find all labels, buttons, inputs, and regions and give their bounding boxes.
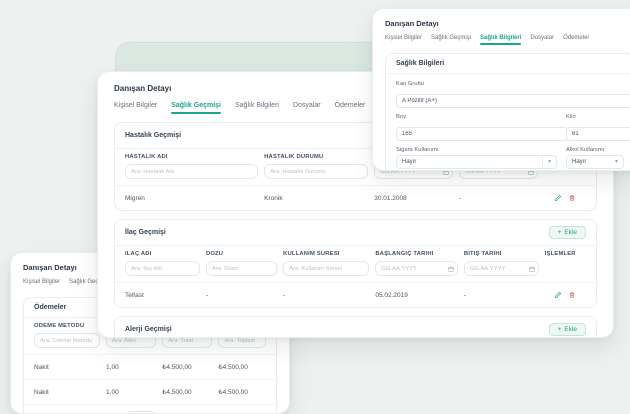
filter-end-date-input[interactable] — [464, 261, 539, 276]
add-medication-button[interactable]: + Ekle — [549, 226, 586, 239]
section-title: İlaç Geçmişi — [125, 229, 166, 236]
delete-icon[interactable] — [568, 194, 576, 202]
row-actions — [545, 291, 586, 299]
start-date-cell: 30.01.2008 — [374, 195, 453, 202]
panel-header: Alerji Geçmişi + Ekle — [115, 317, 596, 338]
disease-status-cell: Kronik — [264, 195, 368, 202]
column-header: DOZU — [206, 251, 277, 257]
column-header: HASTALIK ADI — [125, 154, 258, 160]
quantity-cell: 1,00 — [106, 364, 156, 371]
add-button-label: Ekle — [564, 326, 577, 333]
tab-saglik-gecmisi[interactable]: Sağlık Geçmişi — [431, 35, 471, 45]
height-field[interactable] — [396, 127, 569, 141]
tab-kisisel-bilgiler[interactable]: Kişisel Bilgiler — [114, 102, 157, 114]
page-title: Danışan Detayı — [385, 19, 630, 28]
tab-saglik-bilgileri[interactable]: Sağlık Bilgileri — [235, 102, 279, 114]
table-row[interactable]: Nakit 1,00 ₺4.500,00 ₺4.500,00 — [24, 354, 276, 379]
filter-payment-method-input[interactable] — [34, 333, 100, 348]
add-button-label: Ekle — [564, 229, 577, 236]
health-info-form: Kan Grubu Boy Kilo Sigara Kullanımı Hayı… — [386, 74, 630, 171]
alcohol-label: Alkol Kullanımı — [566, 147, 624, 153]
alcohol-select[interactable]: Hayır ▾ — [566, 155, 624, 169]
filter-disease-name-input[interactable] — [125, 164, 258, 179]
blood-type-label: Kan Grubu — [396, 81, 624, 87]
filter-medication-name-input[interactable] — [125, 261, 200, 276]
panel-header: İlaç Geçmişi + Ekle — [115, 220, 596, 246]
health-info-card: Danışan Detayı Kişisel Bilgiler Sağlık G… — [372, 8, 630, 171]
start-date-cell: 05.02.2019 — [375, 292, 457, 299]
filter-usage-duration-input[interactable] — [283, 261, 369, 276]
total-cell: ₺4.500,00 — [218, 388, 266, 396]
dose-cell: - — [206, 292, 277, 299]
blood-type-field[interactable] — [396, 94, 630, 108]
table-row[interactable]: Telfast - - 05.02.2019 - — [115, 282, 596, 307]
plus-icon: + — [558, 326, 562, 333]
filter-start-date-input[interactable] — [375, 261, 457, 276]
add-allergy-button[interactable]: + Ekle — [549, 323, 586, 336]
delete-icon[interactable] — [568, 291, 576, 299]
section-title: Sağlık Bilgileri — [396, 60, 444, 67]
medication-filter-row — [115, 259, 596, 282]
section-title: Ödemeler — [34, 304, 66, 311]
tab-odemeler[interactable]: Ödemeler — [335, 102, 366, 114]
end-date-cell: - — [464, 292, 539, 299]
section-title: Hastalık Geçmişi — [125, 132, 181, 139]
allergy-history-panel: Alerji Geçmişi + Ekle ALERJİ ADI KOMPLİK… — [114, 316, 597, 338]
table-row[interactable]: Migren Kronik 30.01.2008 - — [115, 185, 596, 210]
health-info-panel: Sağlık Bilgileri Kan Grubu Boy Kilo Siga… — [385, 53, 630, 171]
chevron-down-icon: ▾ — [542, 156, 551, 168]
smoking-value: Hayır — [402, 159, 416, 165]
column-header: BAŞLANGIÇ TARİHİ — [375, 251, 457, 257]
amount-cell: ₺4.500,00 — [162, 363, 212, 371]
column-header: ÖDEME METODU — [34, 323, 100, 329]
medication-table-header: İLAÇ ADI DOZU KULLANIM SÜRESİ BAŞLANGIÇ … — [115, 246, 596, 259]
height-label: Boy — [396, 114, 557, 120]
table-row[interactable]: Nakit 1,00 ₺4.500,00 ₺4.500,00 — [24, 379, 276, 404]
weight-label: Kilo — [566, 114, 624, 120]
section-title: Alerji Geçmişi — [125, 326, 172, 333]
payment-method-cell: Nakit — [34, 389, 100, 396]
usage-duration-cell: - — [283, 292, 369, 299]
edit-icon[interactable] — [554, 194, 562, 202]
filter-disease-status-input[interactable] — [264, 164, 368, 179]
smoking-label: Sigara Kullanımı — [396, 147, 557, 153]
end-date-cell: - — [459, 195, 538, 202]
quantity-cell: 1,00 — [106, 389, 156, 396]
edit-icon[interactable] — [554, 291, 562, 299]
alcohol-value: Hayır — [572, 159, 586, 165]
tab-dosyalar[interactable]: Dosyalar — [530, 35, 554, 45]
column-header: BİTİŞ TARİHİ — [464, 251, 539, 257]
column-header: KULLANIM SÜRESİ — [283, 251, 369, 257]
column-header: İŞLEMLER — [545, 251, 586, 257]
plus-icon: + — [558, 229, 562, 236]
disease-name-cell: Migren — [125, 195, 258, 202]
tab-kisisel-bilgiler[interactable]: Kişisel Bilgiler — [385, 35, 422, 45]
tab-dosyalar[interactable]: Dosyalar — [293, 102, 321, 114]
tab-saglik-bilgileri[interactable]: Sağlık Bilgileri — [480, 35, 521, 45]
pagination-bar: Sayfa başına satır 10 ▾ Git: — [24, 404, 276, 414]
medication-name-cell: Telfast — [125, 292, 200, 299]
payment-method-cell: Nakit — [34, 364, 100, 371]
tab-saglik-gecmisi[interactable]: Sağlık Geçmişi — [171, 102, 221, 114]
smoking-select[interactable]: Hayır ▾ — [396, 155, 557, 169]
filter-dose-input[interactable] — [206, 261, 277, 276]
tab-odemeler[interactable]: Ödemeler — [563, 35, 589, 45]
weight-field[interactable] — [566, 127, 630, 141]
panel-header: Sağlık Bilgileri — [386, 54, 630, 74]
amount-cell: ₺4.500,00 — [162, 388, 212, 396]
column-header: HASTALIK DURUMU — [264, 154, 368, 160]
chevron-down-icon: ▾ — [615, 159, 618, 165]
medication-history-panel: İlaç Geçmişi + Ekle İLAÇ ADI DOZU KULLAN… — [114, 219, 597, 308]
row-actions — [544, 194, 586, 202]
column-header: İLAÇ ADI — [125, 251, 200, 257]
tab-kisisel-bilgiler[interactable]: Kişisel Bilgiler — [23, 279, 60, 289]
total-cell: ₺4.500,00 — [218, 363, 266, 371]
tab-bar: Kişisel Bilgiler Sağlık Geçmişi Sağlık B… — [385, 35, 630, 45]
